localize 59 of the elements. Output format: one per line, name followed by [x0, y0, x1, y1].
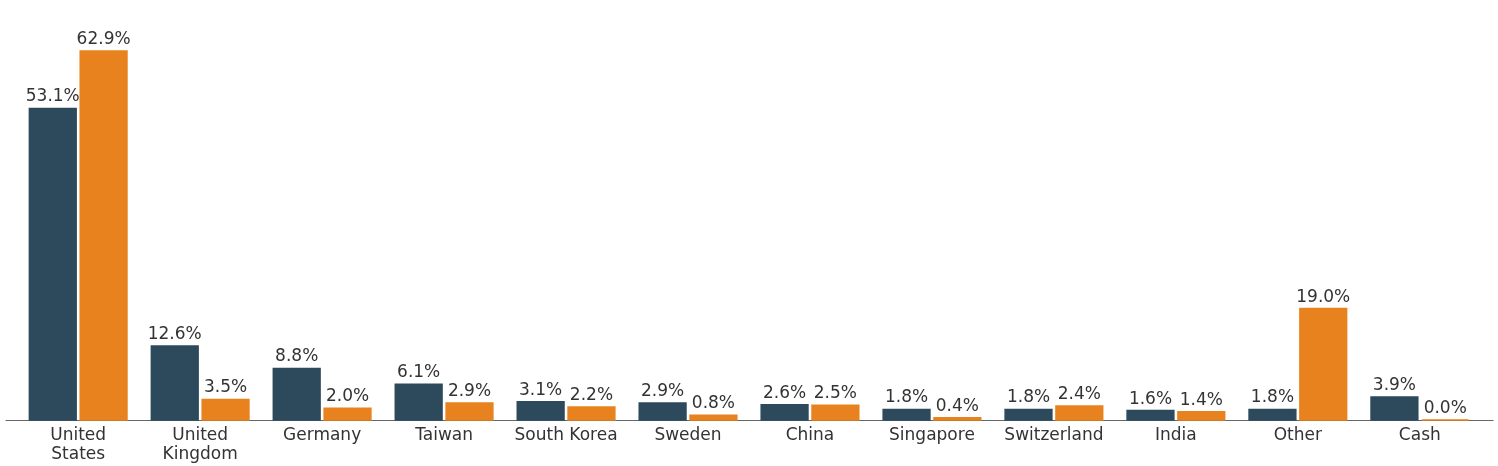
data-label: 12.6%: [147, 323, 202, 344]
bar: [1370, 396, 1419, 421]
bar: [79, 50, 128, 421]
data-label: 2.0%: [325, 385, 370, 406]
data-label: 2.4%: [1057, 382, 1101, 403]
bar: [323, 407, 372, 421]
bar: [811, 404, 860, 421]
bar: [201, 398, 250, 421]
data-label: 1.8%: [1250, 386, 1295, 407]
bar: [516, 401, 565, 421]
x-tick-label: Germany: [283, 423, 362, 444]
data-label: 53.1%: [25, 85, 80, 106]
x-tick-label: Other: [1273, 423, 1322, 444]
data-label: 2.5%: [813, 382, 857, 403]
bar: [1004, 408, 1053, 421]
bar: [882, 408, 931, 421]
data-label: 0.4%: [935, 394, 979, 415]
x-tick-label: Switzerland: [1004, 423, 1104, 444]
bar: [1299, 307, 1348, 421]
x-tick-label: United States: [50, 423, 107, 463]
bar: [638, 402, 687, 421]
data-label: 1.8%: [884, 386, 929, 407]
data-label: 2.6%: [762, 381, 807, 402]
data-label: 1.4%: [1179, 388, 1223, 409]
x-tick-label: Sweden: [654, 423, 722, 444]
x-tick-label: United Kingdom: [162, 423, 238, 463]
data-label: 8.8%: [275, 345, 319, 366]
bar: [1248, 408, 1297, 421]
bar: [394, 383, 443, 421]
bar: [445, 402, 494, 421]
data-label: 0.8%: [691, 392, 736, 413]
bar: [1055, 405, 1104, 421]
data-label: 1.8%: [1006, 386, 1051, 407]
x-tick-label: Taiwan: [414, 423, 473, 444]
data-label: 62.9%: [76, 28, 131, 48]
data-label: 2.9%: [641, 379, 685, 400]
data-label: 0.0%: [1423, 397, 1467, 417]
data-label: 3.9%: [1372, 374, 1417, 395]
bar: [933, 416, 982, 421]
x-tick-label: India: [1155, 423, 1197, 444]
data-label: 19.0%: [1296, 285, 1351, 306]
data-label: 3.1%: [519, 378, 563, 399]
x-tick-label: Singapore: [889, 423, 975, 444]
data-label: 2.2%: [569, 384, 614, 405]
bar: [272, 367, 321, 421]
data-label: 6.1%: [397, 361, 441, 382]
bar: [150, 345, 199, 421]
x-tick-label: China: [785, 423, 835, 444]
bar: [760, 404, 809, 421]
bar: [689, 414, 738, 421]
x-tick-label: South Korea: [514, 423, 618, 444]
bar: [1177, 411, 1226, 421]
data-label: 1.6%: [1128, 387, 1173, 408]
data-label: 2.9%: [447, 379, 492, 400]
bar: [1126, 409, 1175, 421]
bar: [567, 406, 616, 421]
data-label: 3.5%: [203, 376, 248, 397]
bar: [28, 107, 77, 421]
x-tick-label: Cash: [1398, 423, 1441, 444]
